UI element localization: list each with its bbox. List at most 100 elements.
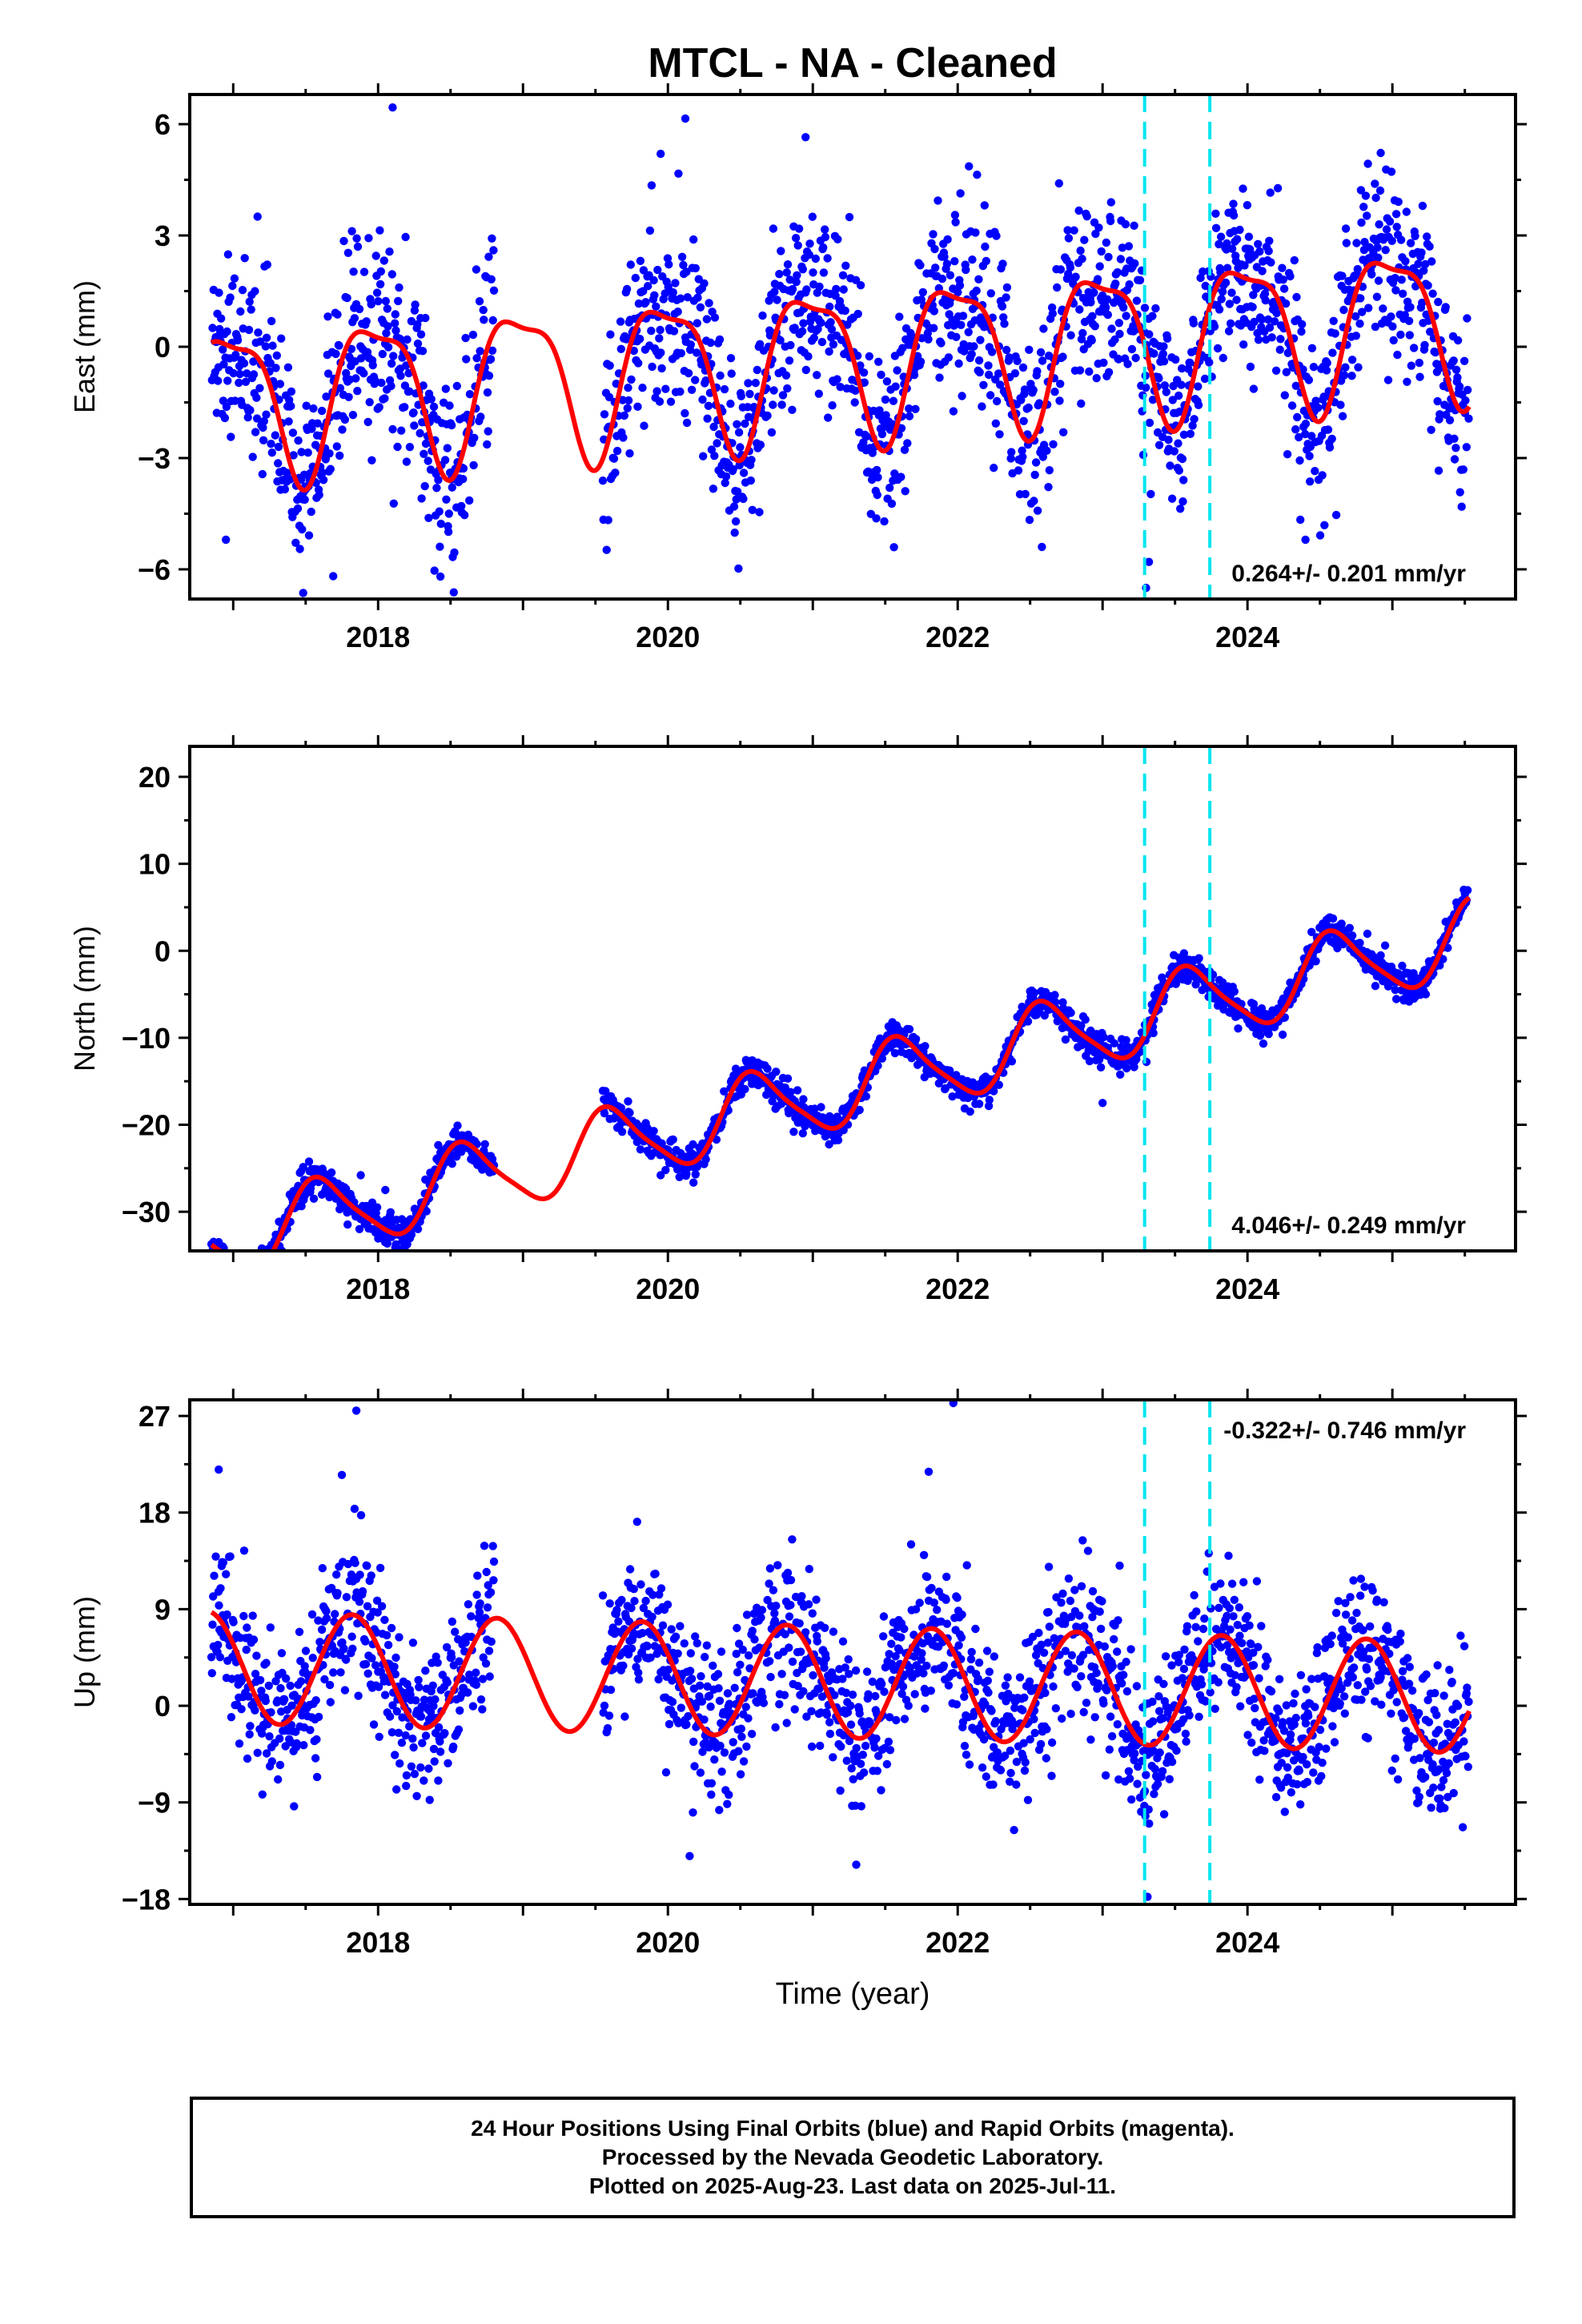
data-point <box>363 417 372 427</box>
data-point <box>1158 349 1168 359</box>
data-point <box>1272 308 1281 318</box>
data-point <box>396 1759 404 1768</box>
data-point <box>655 334 664 343</box>
data-point <box>335 341 343 350</box>
data-point <box>1145 330 1154 339</box>
data-point <box>877 1786 885 1795</box>
data-point <box>1323 359 1331 368</box>
data-point <box>705 1691 714 1700</box>
data-point <box>965 162 974 171</box>
data-point <box>739 468 749 477</box>
data-point <box>1210 322 1219 331</box>
data-point <box>484 372 494 380</box>
data-point <box>744 1714 753 1723</box>
data-point <box>237 1705 246 1714</box>
data-point <box>788 284 797 294</box>
data-point <box>469 460 478 470</box>
data-point <box>1223 263 1232 272</box>
data-point <box>287 1701 296 1710</box>
data-point <box>671 1632 681 1641</box>
data-point <box>605 361 614 370</box>
data-point <box>274 459 283 468</box>
data-point <box>944 353 954 362</box>
outlier-point <box>656 149 665 159</box>
data-point <box>1414 259 1423 268</box>
data-point <box>744 1651 753 1660</box>
data-point <box>630 1597 639 1606</box>
data-point <box>730 529 739 537</box>
data-point <box>729 502 739 511</box>
data-point <box>823 254 832 263</box>
data-point <box>447 420 456 430</box>
data-point <box>1229 199 1238 208</box>
data-point <box>441 384 450 393</box>
data-point <box>249 1635 259 1644</box>
data-point <box>1354 363 1363 372</box>
data-point <box>726 400 735 408</box>
data-point <box>791 234 801 243</box>
data-point <box>1151 304 1160 313</box>
data-point <box>1104 368 1114 376</box>
data-point <box>748 505 757 514</box>
data-point <box>1396 235 1406 244</box>
data-point <box>805 250 813 259</box>
data-point <box>229 1618 238 1626</box>
data-point <box>893 366 901 375</box>
data-point <box>636 1580 645 1589</box>
data-point <box>1077 399 1086 408</box>
data-point <box>420 1695 429 1704</box>
data-point <box>679 260 688 270</box>
data-point <box>1025 345 1034 354</box>
data-point <box>1038 356 1047 365</box>
data-point <box>472 1590 481 1599</box>
data-point <box>1374 253 1383 262</box>
data-point <box>632 1518 641 1526</box>
data-point <box>624 1617 633 1626</box>
data-point <box>430 566 439 575</box>
data-point <box>465 496 474 505</box>
data-point <box>1164 436 1173 444</box>
data-point <box>1211 223 1221 232</box>
data-point <box>696 303 705 312</box>
data-point <box>244 325 254 335</box>
data-point <box>442 1642 452 1652</box>
data-point <box>703 1682 712 1691</box>
data-point <box>639 1603 648 1613</box>
data-point <box>807 1742 817 1751</box>
data-point <box>320 1675 329 1684</box>
data-point <box>736 1660 745 1669</box>
data-point <box>356 1510 366 1520</box>
data-point <box>1379 304 1387 313</box>
data-point <box>825 1729 835 1739</box>
data-point <box>1371 193 1380 203</box>
data-point <box>793 1682 802 1691</box>
data-point <box>312 1772 322 1782</box>
data-point <box>393 442 402 452</box>
data-point <box>861 1741 870 1751</box>
data-point <box>1162 334 1172 343</box>
data-point <box>661 289 669 298</box>
data-point <box>1376 951 1385 960</box>
data-point <box>1229 211 1239 220</box>
data-point <box>1264 247 1273 255</box>
data-point <box>843 1708 853 1717</box>
data-point <box>885 1713 894 1722</box>
data-point <box>648 1590 657 1599</box>
data-point <box>804 352 813 361</box>
data-point <box>877 370 885 380</box>
data-point <box>440 1729 449 1738</box>
data-point <box>982 1647 992 1655</box>
data-point <box>1387 312 1395 321</box>
data-point <box>1227 288 1236 297</box>
data-point <box>882 1759 892 1769</box>
data-point <box>262 1749 271 1758</box>
data-point <box>735 460 744 470</box>
data-point <box>415 1683 424 1691</box>
data-point <box>410 1770 420 1779</box>
y-tick-label: 10 <box>139 848 171 881</box>
data-point <box>1319 392 1328 401</box>
data-point <box>420 481 429 491</box>
data-point <box>930 244 939 254</box>
data-point <box>1154 440 1164 449</box>
data-point <box>1102 238 1111 247</box>
